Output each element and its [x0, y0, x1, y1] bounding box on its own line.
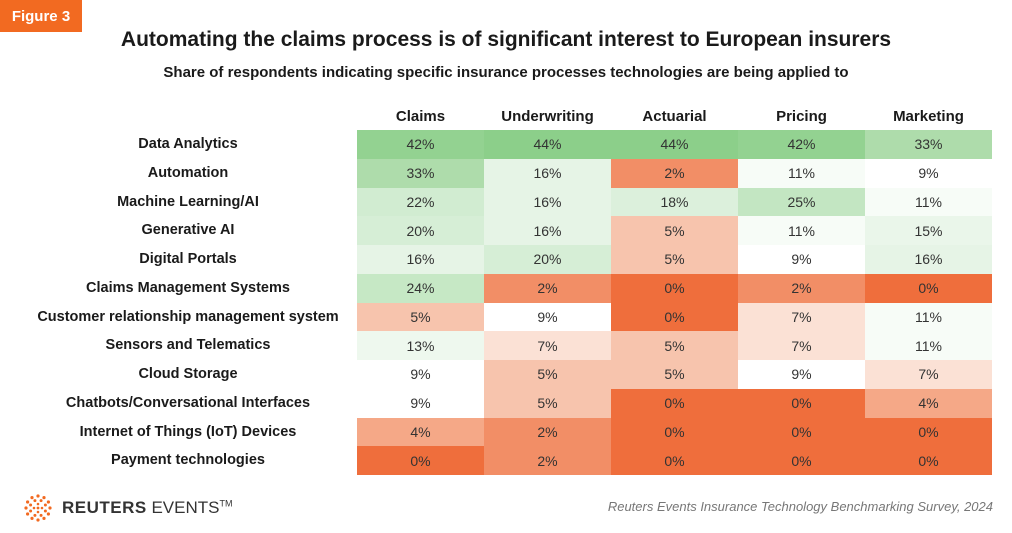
heatmap-cell: 0% [611, 302, 738, 332]
chart-title: Automating the claims process is of sign… [120, 28, 892, 51]
heatmap-cell: 5% [611, 216, 738, 245]
heatmap-cell: 0% [738, 417, 865, 447]
row-label: Digital Portals [139, 251, 237, 267]
heatmap-cell: 5% [611, 360, 738, 389]
column-header: Actuarial [642, 108, 707, 125]
heatmap-cell: 16% [865, 245, 992, 274]
logo-text-bold: REUTERS [62, 498, 147, 517]
heatmap-cell: 16% [484, 216, 611, 245]
figure-badge: Figure 3 [0, 0, 82, 32]
heatmap-cell: 2% [611, 158, 738, 188]
heatmap-cell: 7% [484, 331, 611, 360]
heatmap-cell: 11% [738, 158, 865, 188]
column-header: Marketing [893, 108, 964, 125]
heatmap-cell: 2% [738, 273, 865, 303]
heatmap-cell: 20% [357, 216, 484, 245]
column-header: Underwriting [501, 108, 594, 125]
heatmap-cell: 9% [357, 360, 484, 389]
row-label: Generative AI [141, 222, 235, 239]
heatmap-cell: 7% [865, 360, 992, 389]
heatmap-cell: 5% [484, 360, 611, 389]
heatmap-cell: 11% [865, 187, 992, 217]
heatmap-cell: 15% [865, 216, 992, 245]
heatmap-cell: 25% [738, 187, 865, 217]
heatmap-cell: 0% [865, 417, 992, 447]
heatmap-cell: 11% [865, 331, 992, 360]
heatmap-cell: 16% [484, 158, 611, 188]
heatmap-cell: 24% [357, 273, 484, 303]
heatmap-cell: 0% [738, 388, 865, 418]
heatmap-cell: 0% [865, 273, 992, 303]
row-label: Sensors and Telematics [105, 337, 271, 354]
heatmap-cell: 22% [357, 187, 484, 217]
row-label: Claims Management Systems [86, 279, 290, 296]
heatmap-cell: 18% [611, 187, 738, 217]
heatmap-cell: 13% [357, 331, 484, 360]
heatmap-cell: 7% [738, 331, 865, 360]
heatmap-cell: 42% [738, 130, 865, 159]
logo-trademark: TM [219, 498, 233, 509]
heatmap-cell: 33% [865, 130, 992, 159]
row-label: Customer relationship management system [37, 308, 339, 325]
heatmap-cell: 9% [484, 302, 611, 332]
heatmap-cell: 9% [738, 360, 865, 389]
row-label: Data Analytics [138, 136, 238, 152]
column-header: Pricing [776, 108, 827, 125]
heatmap-cell: 44% [484, 130, 611, 159]
heatmap-cell: 5% [611, 245, 738, 274]
row-label: Machine Learning/AI [117, 193, 259, 210]
heatmap-cell: 9% [738, 245, 865, 274]
heatmap-cell: 2% [484, 417, 611, 447]
heatmap-cell: 9% [865, 158, 992, 188]
heatmap-cell: 33% [357, 158, 484, 188]
heatmap-cell: 9% [357, 388, 484, 418]
heatmap-cell: 42% [357, 130, 484, 159]
heatmap-cell: 0% [865, 446, 992, 475]
logo-text: REUTERS EVENTSTM [62, 498, 233, 518]
heatmap-cell: 0% [611, 388, 738, 418]
heatmap-cell: 20% [484, 245, 611, 274]
column-header: Claims [395, 108, 446, 125]
heatmap-cell: 0% [611, 417, 738, 447]
heatmap-cell: 5% [611, 331, 738, 360]
source-note: Reuters Events Insurance Technology Benc… [607, 499, 993, 514]
heatmap-cell: 44% [611, 130, 738, 159]
row-label: Cloud Storage [138, 366, 238, 382]
chart-subtitle: Share of respondents indicating specific… [163, 64, 849, 81]
heatmap-cell: 4% [357, 417, 484, 447]
row-label: Payment technologies [111, 452, 265, 469]
logo-text-light: EVENTS [151, 498, 220, 517]
heatmap-cell: 4% [865, 388, 992, 418]
row-label: Automation [147, 164, 229, 181]
heatmap-cell: 11% [865, 302, 992, 332]
heatmap-cell: 0% [357, 446, 484, 475]
heatmap-cell: 5% [484, 388, 611, 418]
heatmap-cell: 16% [357, 245, 484, 274]
heatmap-cell: 11% [738, 216, 865, 245]
reuters-dots-icon [24, 494, 52, 522]
row-label: Chatbots/Conversational Interfaces [65, 394, 311, 411]
heatmap-cell: 0% [738, 446, 865, 475]
heatmap-cell: 7% [738, 302, 865, 332]
heatmap-cell: 0% [611, 273, 738, 303]
heatmap-cell: 2% [484, 273, 611, 303]
row-label: Internet of Things (IoT) Devices [79, 423, 297, 440]
heatmap-cell: 16% [484, 187, 611, 217]
heatmap-cell: 0% [611, 446, 738, 475]
reuters-events-logo: REUTERS EVENTSTM [22, 492, 233, 524]
heatmap-cell: 5% [357, 302, 484, 332]
heatmap-cell: 2% [484, 446, 611, 475]
